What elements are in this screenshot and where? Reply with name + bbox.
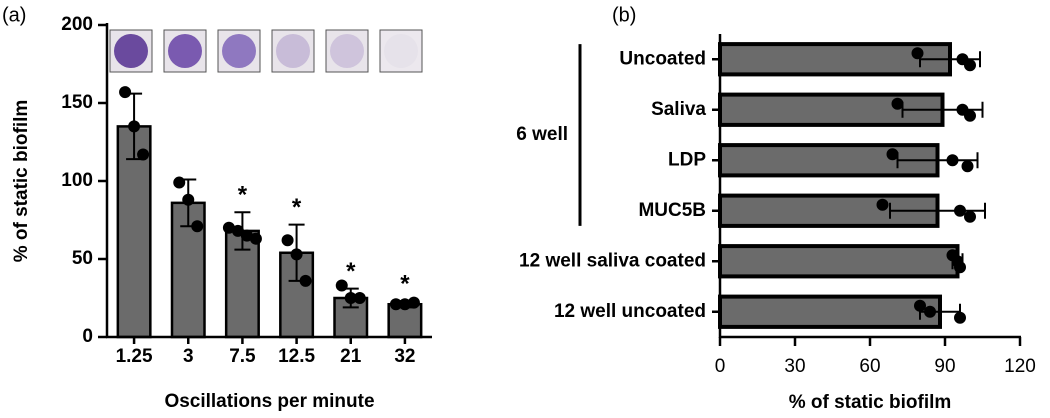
data-point [954, 311, 966, 324]
y-tick-label: 0 [82, 326, 93, 347]
group-label: 6 well [516, 124, 568, 145]
well-image [384, 34, 418, 68]
data-point [876, 198, 889, 211]
bar [718, 294, 942, 329]
data-point [335, 279, 348, 292]
well-image [276, 34, 310, 68]
data-point [173, 176, 186, 189]
data-point [240, 229, 253, 242]
y-tick-label: Uncoated [619, 48, 706, 69]
data-point [249, 232, 262, 245]
data-point [389, 298, 402, 311]
y-tick-label: Saliva [651, 99, 706, 120]
data-point [119, 86, 132, 99]
data-point [281, 234, 294, 247]
data-point [353, 292, 366, 304]
error-bar [889, 202, 986, 219]
well-image [114, 34, 148, 68]
data-point [128, 120, 141, 133]
x-tick-label: 60 [859, 356, 880, 377]
panel-label: (a) [2, 4, 26, 26]
data-point [911, 47, 924, 60]
data-point [954, 204, 966, 217]
x-tick-label: 90 [934, 356, 955, 377]
y-tick-label: 200 [61, 14, 93, 35]
data-point [964, 109, 976, 122]
x-axis-title: Oscillations per minute [164, 391, 374, 412]
x-axis-title: % of static biofilm [789, 392, 952, 413]
data-point [964, 59, 976, 72]
significance-mark: * [292, 194, 302, 221]
y-tick-label: MUC5B [638, 200, 706, 221]
significance-mark: * [400, 270, 410, 297]
x-tick-label: 12.5 [278, 346, 315, 367]
data-point [182, 193, 195, 206]
x-tick-label: 1.25 [116, 346, 153, 367]
data-point [344, 292, 357, 304]
x-tick-label: 0 [715, 356, 726, 377]
data-point [222, 221, 235, 234]
x-tick-label: 120 [1004, 356, 1036, 377]
y-tick-label: 12 well uncoated [554, 301, 706, 322]
y-tick-label: 150 [61, 92, 93, 113]
y-tick-label: 100 [61, 170, 93, 191]
significance-mark: * [238, 182, 248, 209]
panel-label: (b) [612, 4, 636, 26]
significance-mark: * [346, 258, 356, 285]
data-point [231, 224, 244, 237]
data-point [886, 148, 899, 161]
x-tick-label: 21 [340, 346, 362, 367]
well-image [168, 34, 202, 68]
bar [718, 244, 960, 279]
x-tick-label: 32 [394, 346, 415, 367]
data-point [299, 274, 312, 287]
data-point [914, 299, 926, 312]
data-point [407, 296, 420, 309]
y-tick-label: LDP [668, 149, 706, 170]
data-point [961, 160, 974, 173]
data-point [191, 220, 204, 233]
data-point [290, 248, 303, 261]
data-point [924, 305, 936, 318]
y-tick-label: 50 [72, 248, 93, 269]
well-image [330, 34, 364, 68]
data-point [137, 148, 150, 161]
x-tick-label: 3 [183, 346, 194, 367]
data-point [954, 261, 966, 274]
data-point [891, 97, 904, 110]
x-tick-label: 30 [784, 356, 805, 377]
data-point [398, 298, 411, 311]
well-image [222, 34, 256, 68]
x-tick-label: 7.5 [229, 346, 256, 367]
y-axis-title: % of static biofilm [11, 100, 32, 263]
well-images [109, 29, 423, 73]
data-point [946, 154, 959, 167]
data-point [964, 210, 976, 223]
y-tick-label: 12 well saliva coated [519, 250, 706, 271]
